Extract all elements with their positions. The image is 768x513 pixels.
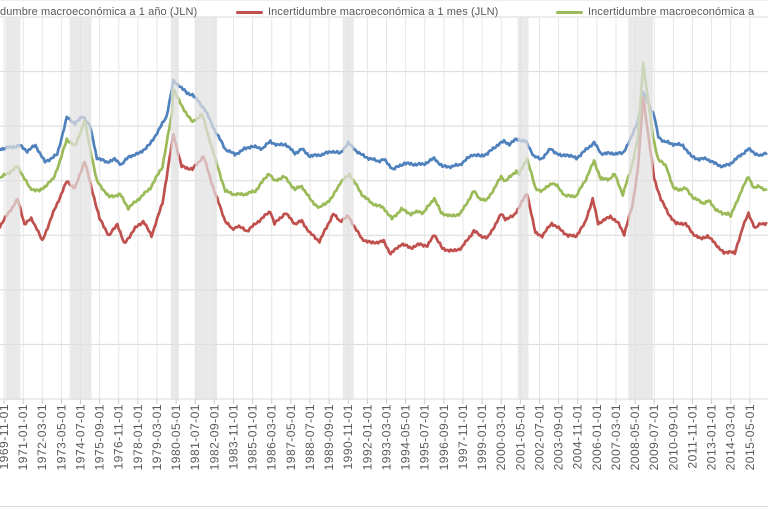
x-tick-label: 1975-09-01 — [93, 404, 107, 470]
x-tick-label: 1973-05-01 — [54, 404, 68, 470]
x-tick-label: 2003-09-01 — [552, 404, 566, 470]
x-tick-label: 1988-07-01 — [303, 404, 317, 470]
x-tick-label: 1974-07-01 — [74, 404, 88, 470]
recession-band — [517, 17, 529, 400]
x-tick-label: 1980-05-01 — [169, 404, 183, 470]
x-tick-label: 1994-05-01 — [399, 404, 413, 470]
x-tick-label: 1971-01-01 — [16, 404, 30, 470]
recession-band — [170, 17, 179, 400]
x-tick-label: 2011-11-01 — [686, 404, 700, 469]
x-tick-label: 1976-11-01 — [112, 404, 126, 470]
x-tick-label: 1981-07-01 — [188, 404, 202, 470]
x-tick-label: 2000-03-01 — [494, 404, 508, 470]
x-tick-label: 1996-09-01 — [437, 404, 451, 470]
x-tick-label: 1999-01-01 — [475, 404, 489, 470]
recession-band — [342, 17, 354, 400]
chart-legend: dumbre macroeconómica a 1 año (JLN) Ince… — [0, 1, 768, 23]
x-tick-label: 1993-03-01 — [380, 404, 394, 470]
x-tick-label: 1989-09-01 — [322, 404, 336, 470]
x-tick-label: 1972-03-01 — [35, 404, 49, 470]
x-tick-label: 1985-01-01 — [246, 404, 260, 470]
x-tick-label: 1995-07-01 — [418, 404, 432, 470]
x-tick-label: 2006-01-01 — [590, 404, 604, 470]
x-tick-label: 2008-05-01 — [628, 404, 642, 470]
recession-bands — [5, 17, 653, 400]
x-tick-label: 2007-03-01 — [609, 404, 623, 470]
legend-item-verde: Incertidumbre macroeconómica a — [556, 1, 754, 23]
x-tick-label: 2015-05-01 — [743, 404, 757, 470]
x-tick-label: 1982-09-01 — [207, 404, 221, 470]
legend-line-swatch-green-icon — [556, 10, 583, 14]
x-tick-label: 1979-03-01 — [150, 404, 164, 470]
legend-line-swatch-red-icon — [236, 10, 263, 14]
legend-label-1-anio: dumbre macroeconómica a 1 año (JLN) — [0, 6, 198, 18]
x-tick-label: 2009-07-01 — [647, 404, 661, 470]
legend-label-1-mes: Incertidumbre macroeconómica a 1 mes (JL… — [268, 6, 499, 18]
recession-band — [195, 17, 218, 400]
x-tick-label: 2004-11-01 — [571, 404, 585, 470]
x-tick-label: 1990-11-01 — [341, 404, 355, 470]
legend-item-1-mes: Incertidumbre macroeconómica a 1 mes (JL… — [236, 1, 498, 23]
x-tick-label: 1969-11-01 — [0, 404, 11, 470]
chart-plot-area: 1969-11-01 1971-01-01 1972-03-01 1973-05-01… — [0, 1, 768, 479]
legend-item-1-anio: dumbre macroeconómica a 1 año (JLN) — [0, 1, 197, 23]
chart-bottom-border — [0, 506, 768, 507]
recession-band — [628, 17, 653, 400]
x-tick-label: 2013-01-01 — [705, 404, 719, 470]
x-tick-label: 2010-09-01 — [666, 404, 680, 470]
x-tick-label: 1978-01-01 — [131, 404, 145, 470]
x-tick-label: 1997-11-01 — [456, 404, 470, 470]
x-tick-label: 1987-05-01 — [284, 404, 298, 470]
x-tick-label: 1986-03-01 — [265, 404, 279, 470]
recession-band — [5, 17, 21, 400]
x-tick-label: 1983-11-01 — [227, 404, 241, 470]
x-tick-label: 1992-01-01 — [360, 404, 374, 470]
recession-band — [69, 17, 92, 400]
legend-label-verde: Incertidumbre macroeconómica a — [588, 6, 755, 18]
x-tick-label: 2014-03-01 — [724, 404, 738, 470]
x-tick-label: 2001-05-01 — [513, 404, 527, 470]
x-tick-label: 2002-07-01 — [533, 404, 547, 470]
